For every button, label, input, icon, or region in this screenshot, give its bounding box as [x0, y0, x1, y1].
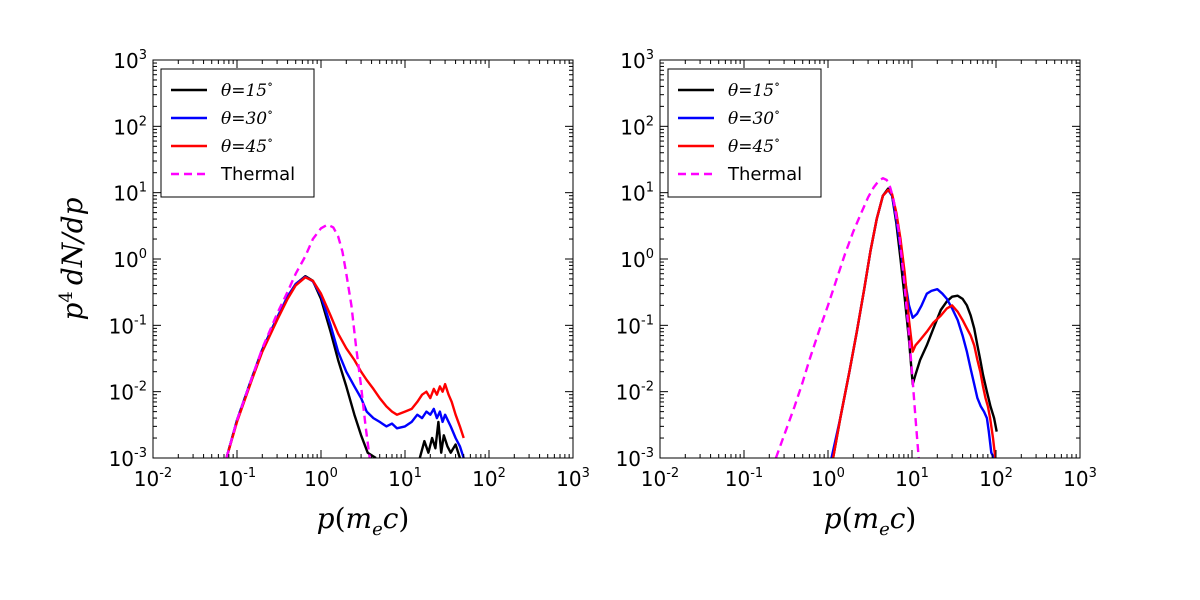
series-line-0 [225, 275, 377, 458]
y-tick-label: 100 [620, 247, 654, 272]
x-tick-label: 100 [304, 466, 338, 491]
ticks [152, 59, 574, 459]
right-panel: 10-2 10-1 100 101 102 10310-310-210-110010110… [616, 48, 1097, 540]
legend-label: θ=15∘ [728, 77, 780, 101]
y-tick-label: 10-3 [109, 446, 147, 471]
y-tick-label: 10-1 [616, 313, 654, 338]
legend-label: Thermal [727, 164, 802, 185]
left-panel: 10-2 10-1 100 101 102 10310-310-210-110010110… [56, 48, 590, 540]
y-tick-label: 102 [620, 114, 654, 139]
x-tick-label: 10-2 [134, 466, 172, 491]
x-tick-label: 103 [1063, 466, 1097, 491]
legend-label: Thermal [220, 164, 295, 185]
series-line-2 [225, 275, 465, 458]
y-axis-label: p4dN/dp [56, 197, 89, 320]
ticks [659, 59, 1081, 459]
series-line-2 [831, 188, 997, 458]
x-tick-label: 10-1 [218, 466, 256, 491]
y-tick-label: 10-2 [109, 380, 147, 405]
series-group [774, 177, 998, 458]
series-line-1 [418, 420, 462, 458]
x-tick-label: 10-2 [641, 466, 679, 491]
legend-label: θ=30∘ [728, 105, 780, 129]
x-axis-label: p(mec) [317, 502, 410, 540]
x-axis-label: p(mec) [824, 502, 917, 540]
series-group [225, 223, 465, 458]
x-tick-label: 103 [556, 466, 590, 491]
x-tick-label: 101 [895, 466, 929, 491]
series-line-4 [225, 223, 371, 458]
y-tick-label: 10-2 [616, 380, 654, 405]
legend-label: θ=30∘ [221, 105, 273, 129]
x-tick-label: 10-1 [725, 466, 763, 491]
y-tick-label: 101 [620, 181, 654, 206]
y-tick-label: 10-3 [616, 446, 654, 471]
legend-label: θ=45∘ [221, 133, 273, 157]
series-line-1 [830, 188, 996, 458]
y-tick-label: 103 [620, 48, 654, 73]
legend: θ=15∘ θ=30∘ θ=45∘ Thermal [667, 68, 822, 198]
legend: θ=15∘ θ=30∘ θ=45∘ Thermal [160, 68, 315, 198]
y-tick-label: 102 [113, 114, 147, 139]
y-tick-label: 10-1 [109, 313, 147, 338]
y-tick-label: 103 [113, 48, 147, 73]
x-tick-label: 101 [388, 466, 422, 491]
series-line-3 [225, 276, 465, 458]
y-tick-label: 100 [113, 247, 147, 272]
y-tick-label: 101 [113, 181, 147, 206]
x-tick-label: 102 [472, 466, 506, 491]
x-tick-label: 102 [979, 466, 1013, 491]
legend-label: θ=15∘ [221, 77, 273, 101]
legend-label: θ=45∘ [728, 133, 780, 157]
x-tick-label: 100 [811, 466, 845, 491]
